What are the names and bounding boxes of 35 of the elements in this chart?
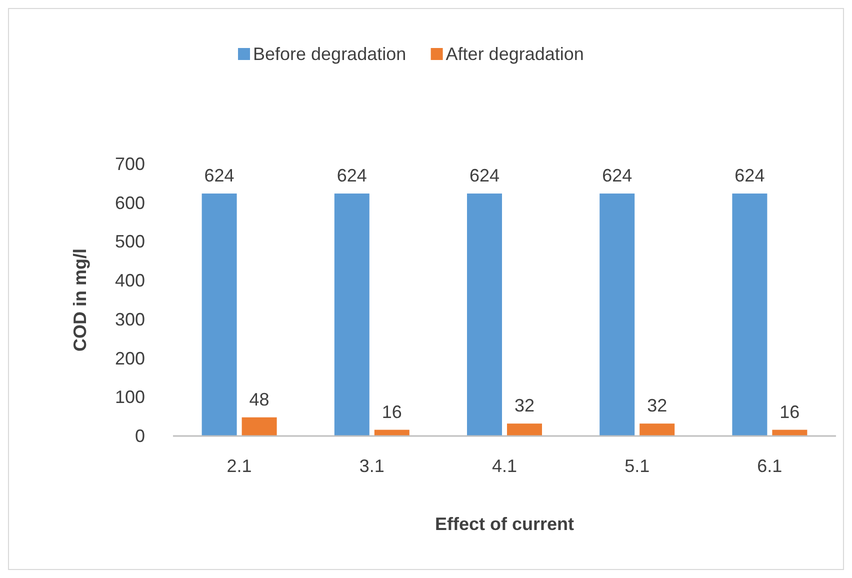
bar: [242, 417, 277, 436]
bar: [467, 194, 502, 436]
data-label: 624: [336, 166, 367, 186]
y-tick-label: 700: [114, 154, 145, 174]
y-tick-label: 500: [114, 232, 145, 252]
x-tick-label: 3.1: [359, 456, 384, 476]
legend-label: After degradation: [446, 44, 584, 64]
x-tick-label: 6.1: [757, 456, 782, 476]
y-tick-label: 400: [114, 270, 145, 291]
data-label: 48: [249, 389, 270, 410]
x-axis-title: Effect of current: [434, 514, 574, 534]
y-tick-label: 300: [114, 309, 145, 330]
data-label: 624: [602, 166, 632, 186]
bar: [202, 194, 237, 436]
x-tick-label: 5.1: [624, 456, 650, 476]
data-label: 624: [734, 166, 765, 186]
bar: [640, 424, 675, 436]
y-tick-label: 200: [114, 348, 145, 368]
bar: [600, 194, 635, 436]
data-label: 624: [469, 166, 500, 186]
data-label: 16: [382, 402, 402, 422]
x-tick-label: 2.1: [226, 456, 252, 476]
data-label: 16: [780, 402, 800, 422]
data-label: 32: [514, 396, 535, 416]
data-label: 624: [204, 166, 234, 186]
y-tick-label: 600: [114, 192, 145, 213]
x-tick-label: 4.1: [492, 456, 518, 476]
y-axis-title: COD in mg/l: [70, 248, 90, 352]
data-label: 32: [647, 396, 668, 416]
bar: [507, 424, 542, 436]
bar: [732, 194, 768, 436]
y-tick-label: 0: [134, 426, 145, 446]
legend-label: Before degradation: [253, 44, 406, 64]
bar: [334, 194, 370, 436]
y-tick-label: 100: [114, 387, 145, 408]
